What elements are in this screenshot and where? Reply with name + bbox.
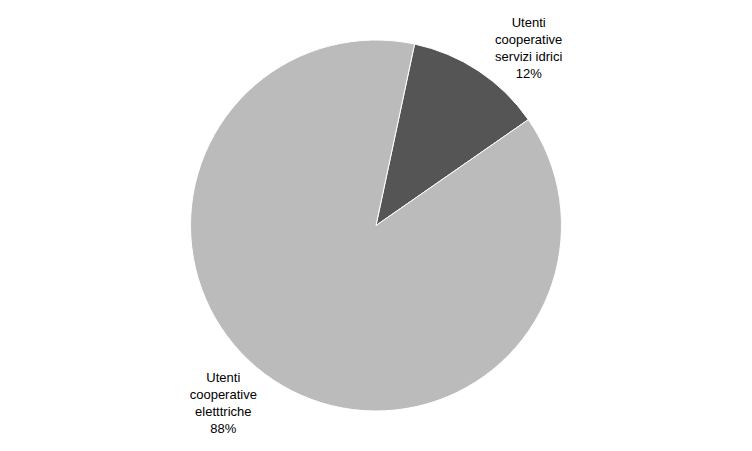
svg-text:Utenticooperativeeletttriche88: Utenticooperativeeletttriche88% — [190, 370, 257, 436]
svg-text:Utenticooperativeservizi idric: Utenticooperativeservizi idrici12% — [495, 15, 562, 81]
